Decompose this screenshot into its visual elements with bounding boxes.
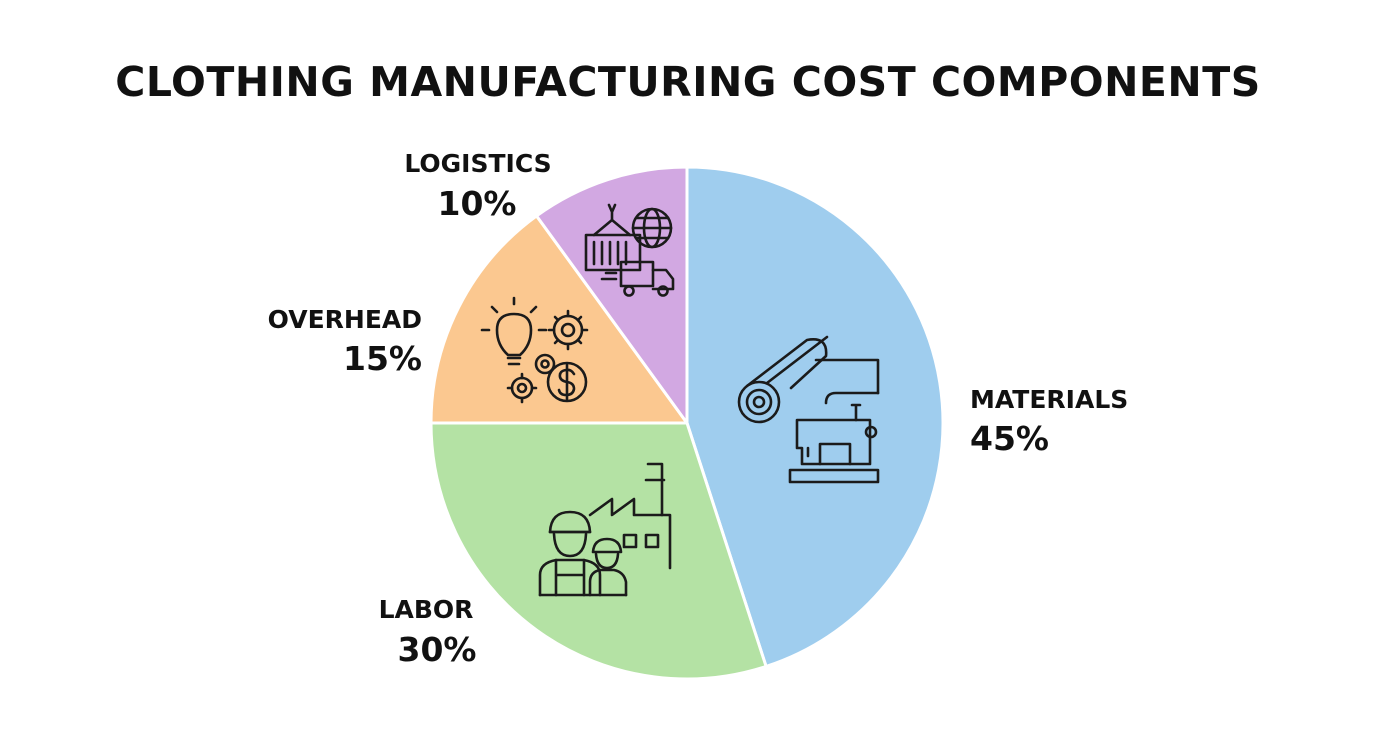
pie-slice-materials [685,165,945,668]
materials-percentage: 45% [970,419,1049,458]
labor-percentage: 30% [398,630,477,669]
pie-slice-logistics [535,165,689,425]
overhead-percentage: 15% [343,339,422,378]
materials-label: MATERIALS [970,385,1128,414]
lightbulb-gears-dollar-icon [480,296,589,404]
factory-workers-icon [538,462,672,597]
container-globe-truck-icon [584,203,675,297]
labor-label: LABOR [379,595,474,624]
pie-slices [429,165,945,681]
logistics-percentage: 10% [438,184,517,223]
logistics-label: LOGISTICS [404,149,551,178]
chart-title: CLOTHING MANUFACTURING COST COMPONENTS [115,58,1261,106]
overhead-label: OVERHEAD [268,305,422,334]
fabric-roll-sewing-machine-icon [737,335,880,484]
